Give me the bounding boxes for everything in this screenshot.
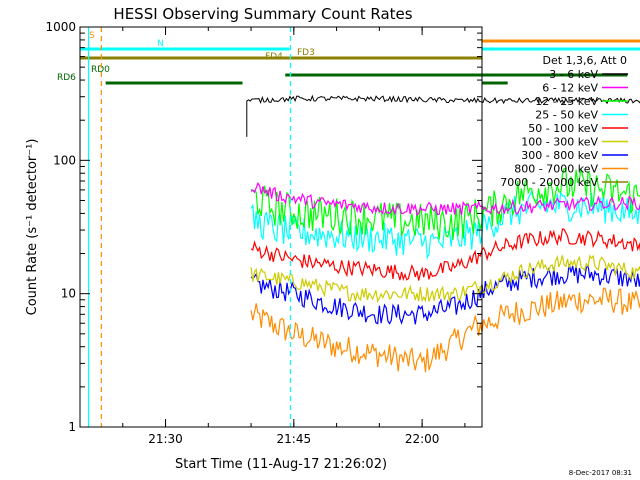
vertical-markers <box>87 27 292 427</box>
series-line-6to12kev <box>250 181 640 217</box>
legend-label-2: 12 - 25 keV <box>535 95 598 108</box>
y-tick-label-0: 1 <box>68 420 76 434</box>
flag-label-s: S <box>89 31 95 41</box>
series-line-12to25kev <box>250 167 640 240</box>
series-line-100to300kev <box>250 254 640 304</box>
series-line-800to7000kev <box>250 287 640 373</box>
legend-label-1: 6 - 12 keV <box>542 82 598 95</box>
legend-label-6: 300 - 800 keV <box>521 149 598 162</box>
flag-label-rd0: RD0 <box>91 65 110 75</box>
x-tick-label-1: 21:45 <box>277 432 312 446</box>
y-axis-label: Count Rate (s⁻¹ detector⁻¹) <box>25 139 40 316</box>
flag-label-rd6: RD6 <box>57 73 76 83</box>
flag-label-fd3: FD3 <box>297 48 315 58</box>
flag-bars: S N FD3 FD4 RD0 RD6 <box>57 31 640 85</box>
plot-frame <box>79 26 483 428</box>
legend-label-3: 25 - 50 keV <box>535 109 598 122</box>
footer-timestamp: 8-Dec-2017 08:31 <box>569 469 632 477</box>
chart-title: HESSI Observing Summary Count Rates <box>113 5 412 23</box>
series-line-3to6kev <box>246 94 640 105</box>
legend-label-4: 50 - 100 keV <box>528 122 598 135</box>
legend-title: Det 1,3,6, Att 0 <box>543 54 627 67</box>
x-axis-label: Start Time (11-Aug-17 21:26:02) <box>175 457 387 472</box>
y-tick-label-1: 10 <box>61 287 76 301</box>
legend-label-7: 800 - 7000 keV <box>514 163 598 176</box>
series-line-50to100kev <box>250 228 640 282</box>
flag-label-n: N <box>157 39 164 49</box>
x-tick-label-0: 21:30 <box>148 432 183 446</box>
legend-label-8: 7000 - 20000 keV <box>500 176 598 189</box>
flag-label-fd4: FD4 <box>265 52 283 62</box>
y-tick-label-3: 1000 <box>45 20 76 34</box>
legend-label-0: 3 - 6 keV <box>549 68 598 81</box>
series-line-300to800kev <box>250 263 640 325</box>
axes: 21:30 21:45 22:00 1 10 100 1000 <box>45 20 482 446</box>
legend-label-5: 100 - 300 keV <box>521 136 598 149</box>
x-tick-label-2: 22:00 <box>405 432 440 446</box>
plot-area <box>246 94 640 373</box>
y-tick-label-2: 100 <box>53 153 76 167</box>
